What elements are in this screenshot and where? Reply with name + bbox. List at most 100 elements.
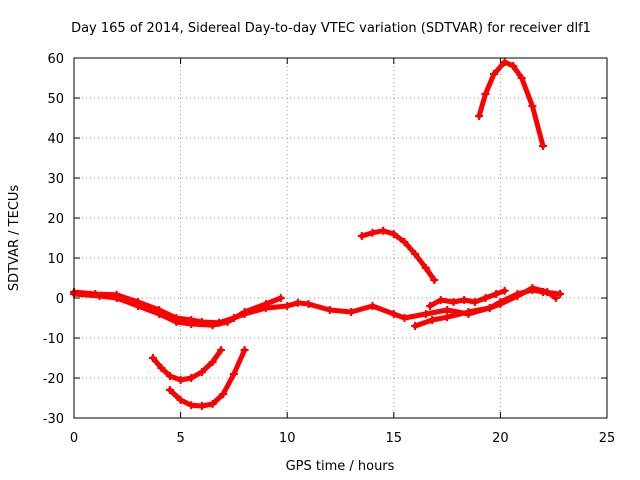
data-point [428,316,437,324]
data-point [293,298,302,307]
data-point [347,308,356,316]
data-point [133,302,142,310]
y-tick-label: 10 [47,252,64,267]
data-point [208,358,217,366]
series-trace [71,291,284,328]
data-point [528,284,537,292]
y-tick-label: 30 [47,172,64,187]
data-series [70,58,565,410]
axis-ticks: 0 5 10 15 20 25 -30 -20 -10 0 10 20 30 40 50 60 [43,52,616,446]
series-trace [359,228,437,283]
x-tick-label: 5 [176,431,184,446]
chart-title: Day 165 of 2014, Sidereal Day-to-day VTE… [71,21,591,36]
data-point [276,294,285,302]
data-point [368,228,377,237]
plot-frame [73,57,608,419]
data-point [172,318,181,326]
data-point [500,58,509,66]
data-point [436,296,445,304]
data-point [496,300,505,308]
y-tick-label: -30 [43,412,64,427]
data-point [208,321,217,330]
x-tick-label: 0 [70,431,78,446]
data-point [357,232,366,240]
data-point [217,346,226,354]
y-tick-label: 60 [47,52,64,67]
series-arc-high [475,58,548,150]
y-tick-label: 40 [47,132,64,147]
y-tick-label: -10 [43,332,64,347]
data-point [208,400,217,408]
data-point [485,304,494,312]
data-point [513,292,522,300]
data-point [197,368,206,376]
data-point [490,70,499,78]
data-point [421,264,430,272]
data-point [426,302,435,310]
x-tick-label: 20 [492,431,509,446]
y-axis-label: SDTVAR / TECUs [7,185,22,292]
data-point [223,318,232,326]
y-tick-label: 20 [47,212,64,227]
data-point [517,74,526,82]
series-arc-mid [357,226,439,284]
data-point [443,306,452,314]
data-point [187,320,196,328]
data-point [176,376,185,384]
data-point [176,396,185,404]
series-arc-baseline-b [70,290,285,330]
data-point [411,250,420,258]
series-arc-baseline-d [426,286,509,310]
series-arc-low-1 [148,346,226,384]
data-point [304,300,313,308]
data-point [197,402,206,410]
data-point [475,112,484,120]
data-point [470,298,479,306]
data-point [283,302,292,310]
data-point [528,102,537,110]
data-point [240,346,249,354]
data-point [443,313,452,322]
series-trace [412,285,559,329]
data-point [261,300,270,308]
data-point [543,288,552,296]
data-point [325,306,334,314]
y-tick-label: -20 [43,372,64,387]
data-point [500,286,509,295]
data-point [368,302,377,310]
series-trace [150,347,224,383]
data-point [400,238,409,246]
series-arc-low-2 [165,346,249,410]
data-point [187,401,196,410]
data-point [509,62,518,70]
data-point [481,90,490,98]
data-point [400,314,409,322]
data-point [379,226,388,235]
series-arc-baseline-c [411,284,560,330]
data-point [219,390,228,398]
data-point [551,294,560,302]
y-tick-label: 0 [56,292,64,307]
data-point [112,294,121,302]
data-point [421,310,430,318]
data-point [556,290,565,298]
data-point [240,308,249,316]
data-point [229,370,238,378]
data-point [155,310,164,318]
data-point [95,292,104,300]
x-tick-label: 25 [599,431,616,446]
data-point [430,276,439,284]
data-point [389,310,398,318]
x-tick-label: 15 [386,431,403,446]
grid-lines [74,58,607,418]
data-point [492,290,501,298]
data-point [165,372,174,380]
data-point [460,296,469,304]
data-point [481,294,490,302]
series-trace [476,59,546,149]
x-axis-label: GPS time / hours [286,459,395,474]
data-point [148,354,157,362]
y-tick-label: 50 [47,92,64,107]
data-point [165,386,174,394]
